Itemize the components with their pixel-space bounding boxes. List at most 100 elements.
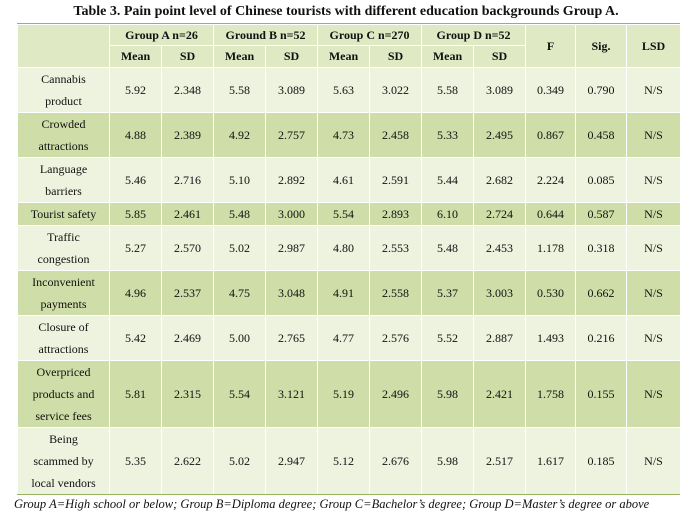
value-cell: 2.517 xyxy=(473,427,527,495)
value-cell: 5.52 xyxy=(421,315,475,361)
header-sd: SD xyxy=(369,45,423,68)
value-cell: 1.178 xyxy=(525,225,577,271)
row-label-line: Overpriced xyxy=(36,365,91,379)
top-rule xyxy=(17,23,680,24)
value-cell: N/S xyxy=(626,202,682,226)
value-cell: 2.716 xyxy=(161,157,214,203)
value-cell: 5.63 xyxy=(317,67,371,113)
value-cell: 0.185 xyxy=(575,427,628,495)
value-cell: 5.85 xyxy=(109,202,162,226)
header-group-c: Group C n=270 xyxy=(317,24,423,46)
row-label: Closure of attractions xyxy=(17,315,110,361)
table-caption: Table 3. Pain point level of Chinese tou… xyxy=(73,4,619,19)
value-cell: 5.58 xyxy=(421,67,475,113)
row-label: Being scammed by local vendors xyxy=(17,427,110,495)
value-cell: N/S xyxy=(626,112,682,158)
header-group-a: Group A n=26 xyxy=(109,24,214,46)
value-cell: 5.02 xyxy=(213,225,266,271)
row-label-line: products and xyxy=(32,387,95,401)
value-cell: 3.022 xyxy=(369,67,423,113)
header-mean: Mean xyxy=(421,45,475,68)
value-cell: 5.02 xyxy=(213,427,266,495)
value-cell: 3.000 xyxy=(264,202,319,226)
value-cell: 2.461 xyxy=(161,202,214,226)
value-cell: N/S xyxy=(626,427,682,495)
value-cell: 2.348 xyxy=(161,67,214,113)
value-cell: N/S xyxy=(626,225,682,271)
value-cell: 0.458 xyxy=(575,112,628,158)
value-cell: 6.10 xyxy=(421,202,475,226)
table-row: Crowded attractions 4.88 2.389 4.92 2.757 4.73… xyxy=(17,112,682,158)
value-cell: 2.496 xyxy=(369,360,423,428)
value-cell: 3.048 xyxy=(264,270,319,316)
row-label: Cannabis product xyxy=(17,67,110,113)
value-cell: 2.893 xyxy=(369,202,423,226)
row-label-line: attractions xyxy=(38,139,89,153)
value-cell: 2.558 xyxy=(369,270,423,316)
value-cell: 4.96 xyxy=(109,270,162,316)
row-label-line: barriers xyxy=(45,184,82,198)
pain-point-table: Group A n=26 Ground B n=52 Group C n=270… xyxy=(17,24,682,495)
value-cell: 2.553 xyxy=(369,225,423,271)
value-cell: 2.389 xyxy=(161,112,214,158)
header-mean: Mean xyxy=(317,45,371,68)
value-cell: 5.00 xyxy=(213,315,266,361)
header-blank xyxy=(17,24,110,68)
table-row: Overpriced products and service fees 5.81 2.… xyxy=(17,360,682,428)
value-cell: 2.453 xyxy=(473,225,527,271)
value-cell: 2.947 xyxy=(264,427,319,495)
value-cell: 0.216 xyxy=(575,315,628,361)
header-mean: Mean xyxy=(213,45,266,68)
value-cell: N/S xyxy=(626,270,682,316)
row-label-line: scammed by xyxy=(33,454,94,468)
table-row: Traffic congestion 5.27 2.570 5.02 2.987 4.80 2… xyxy=(17,225,682,271)
value-cell: 3.121 xyxy=(264,360,319,428)
value-cell: 0.530 xyxy=(525,270,577,316)
value-cell: 1.493 xyxy=(525,315,577,361)
value-cell: 2.622 xyxy=(161,427,214,495)
header-sig: Sig. xyxy=(575,24,628,68)
row-label-line: service fees xyxy=(35,409,92,423)
header-f: F xyxy=(525,24,577,68)
table-row: Tourist safety 5.85 2.461 5.48 3.000 5.54 2.89… xyxy=(17,202,682,226)
value-cell: 5.58 xyxy=(213,67,266,113)
value-cell: 0.349 xyxy=(525,67,577,113)
table-row: Cannabis product 5.92 2.348 5.58 3.089 5.63 3.0… xyxy=(17,67,682,113)
value-cell: 5.27 xyxy=(109,225,162,271)
row-label-line: Traffic xyxy=(47,230,80,244)
value-cell: 2.765 xyxy=(264,315,319,361)
value-cell: 2.458 xyxy=(369,112,423,158)
value-cell: 0.662 xyxy=(575,270,628,316)
header-sd: SD xyxy=(264,45,319,68)
table-row: Inconvenient payments 4.96 2.537 4.75 3.048 4.… xyxy=(17,270,682,316)
header-lsd: LSD xyxy=(626,24,682,68)
value-cell: 5.54 xyxy=(213,360,266,428)
row-label-line: congestion xyxy=(37,252,90,266)
value-cell: 5.33 xyxy=(421,112,475,158)
bottom-rule xyxy=(17,494,680,495)
value-cell: 5.35 xyxy=(109,427,162,495)
value-cell: 2.495 xyxy=(473,112,527,158)
value-cell: 2.724 xyxy=(473,202,527,226)
value-cell: 1.617 xyxy=(525,427,577,495)
table-row: Language barriers 5.46 2.716 5.10 2.892 4.61 2.… xyxy=(17,157,682,203)
value-cell: 0.155 xyxy=(575,360,628,428)
value-cell: 5.92 xyxy=(109,67,162,113)
row-label: Tourist safety xyxy=(17,202,110,226)
value-cell: 4.80 xyxy=(317,225,371,271)
value-cell: 5.44 xyxy=(421,157,475,203)
value-cell: 5.48 xyxy=(421,225,475,271)
value-cell: 5.54 xyxy=(317,202,371,226)
value-cell: 0.867 xyxy=(525,112,577,158)
value-cell: 5.48 xyxy=(213,202,266,226)
row-label: Traffic congestion xyxy=(17,225,110,271)
row-label-line: product xyxy=(45,94,82,108)
row-label-line: Crowded xyxy=(41,117,86,131)
value-cell: 5.19 xyxy=(317,360,371,428)
value-cell: 5.98 xyxy=(421,427,475,495)
header-mean: Mean xyxy=(109,45,162,68)
table-row: Closure of attractions 5.42 2.469 5.00 2.765 4… xyxy=(17,315,682,361)
value-cell: N/S xyxy=(626,315,682,361)
table-footnote: Group A=High school or below; Group B=Di… xyxy=(14,497,650,511)
